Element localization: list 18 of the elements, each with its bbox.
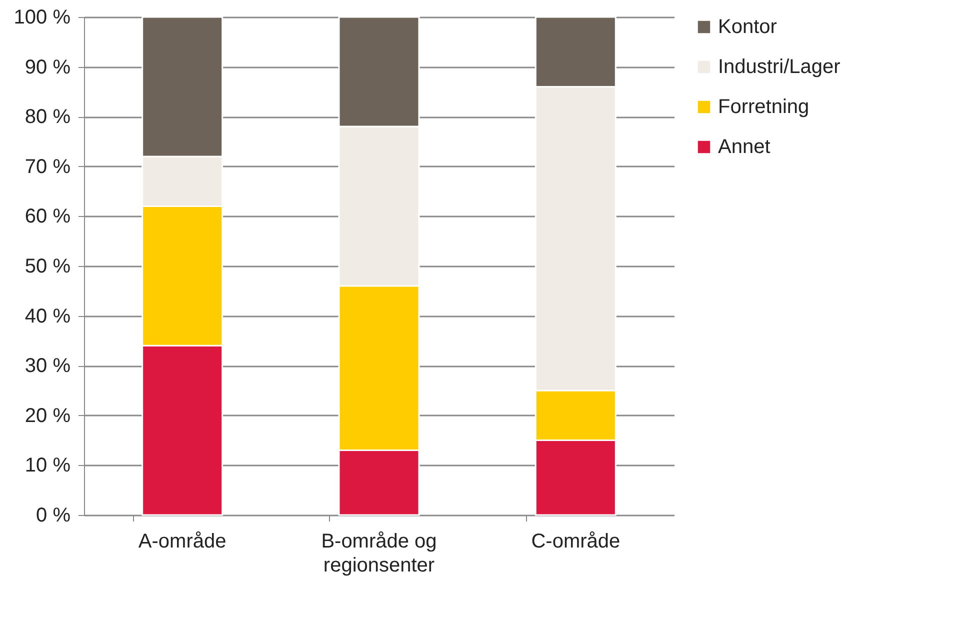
y-tick-label: 90 % [24,56,71,78]
y-tick-label: 50 % [24,256,71,278]
legend-label: Forretning [718,96,810,118]
y-tick-label: 0 % [36,504,71,526]
y-tick-label: 80 % [24,106,71,128]
y-tick-label: 70 % [24,156,71,178]
y-tick-label: 10 % [24,454,71,477]
y-tick-label: 20 % [24,404,71,427]
legend-label: Kontor [718,16,778,38]
y-tick-label: 60 % [24,206,71,228]
x-tick-label: A-område [138,530,226,552]
legend-label: Industri/Lager [718,56,841,78]
legend-label: Annet [718,136,771,158]
y-tick-label: 100 % [14,6,71,28]
x-tick-label: C-område [531,530,620,552]
x-tick-label: B-område og regionsenter [321,530,437,576]
y-tick-label: 30 % [24,355,71,378]
y-tick-label: 40 % [24,305,71,328]
